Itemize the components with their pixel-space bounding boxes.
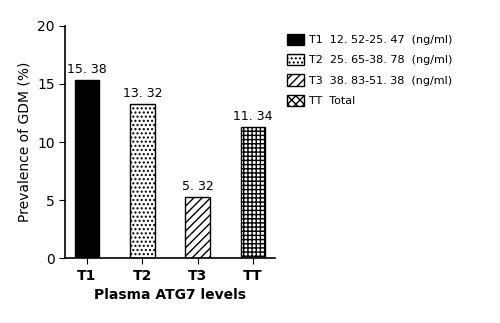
Y-axis label: Prevalence of GDM (%): Prevalence of GDM (%) [18, 62, 32, 222]
Text: 13. 32: 13. 32 [122, 87, 162, 100]
X-axis label: Plasma ATG7 levels: Plasma ATG7 levels [94, 288, 246, 302]
Text: 5. 32: 5. 32 [182, 180, 214, 193]
Bar [185, 196, 210, 258]
Legend: T1  12. 52-25. 47  (ng/ml), T2  25. 65-38. 78  (ng/ml), T3  38. 83-51. 38  (ng/m: T1 12. 52-25. 47 (ng/ml), T2 25. 65-38. … [285, 31, 455, 108]
Bar [240, 127, 266, 258]
Text: 15. 38: 15. 38 [67, 63, 107, 76]
Text: 11. 34: 11. 34 [234, 110, 273, 123]
Bar [74, 79, 100, 258]
Bar [130, 103, 155, 258]
